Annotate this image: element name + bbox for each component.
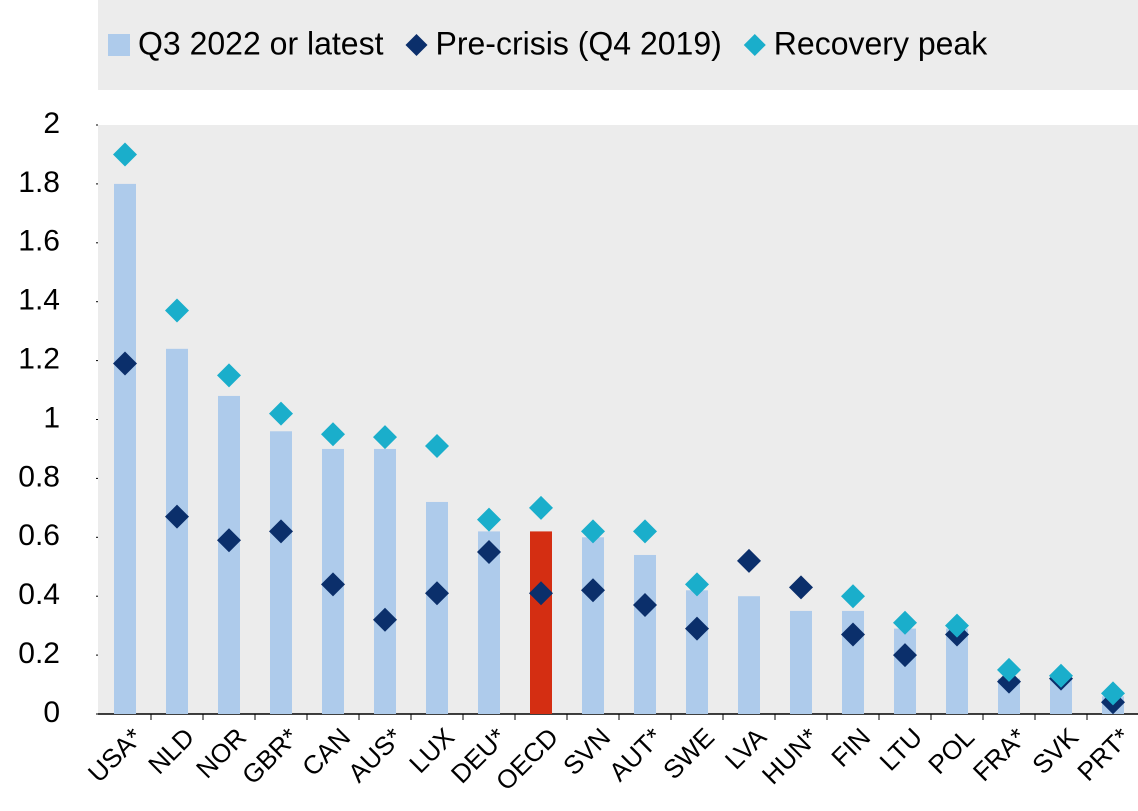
diamond-marker [165, 298, 189, 323]
x-tick-label: AUT* [603, 722, 668, 787]
bar [1050, 678, 1072, 714]
legend-swatch [743, 34, 766, 56]
y-tick-label: 0.6 [18, 519, 60, 552]
diamond-marker [425, 581, 449, 606]
x-tick-label: NLD [142, 722, 200, 780]
diamond-marker [737, 548, 761, 573]
bar [114, 183, 136, 714]
plot-background [98, 125, 1138, 714]
x-tick-label: FRA* [967, 722, 1032, 787]
bar [894, 628, 916, 714]
diamond-marker [893, 643, 917, 668]
bar [218, 395, 240, 714]
diamond-marker [633, 593, 657, 618]
bar [946, 628, 968, 714]
legend-label: Pre-crisis (Q4 2019) [435, 25, 721, 61]
diamond-marker [633, 519, 657, 544]
diamond-marker [841, 622, 865, 647]
diamond-marker [165, 504, 189, 529]
bar [790, 610, 812, 714]
diamond-marker [529, 581, 553, 606]
y-tick-label: 0.8 [18, 460, 60, 493]
bar [478, 531, 500, 714]
diamond-marker [425, 434, 449, 459]
diamond-marker [321, 422, 345, 447]
diamond-marker [269, 401, 293, 426]
bar [582, 537, 604, 714]
diamond-marker [477, 507, 501, 532]
bar [374, 448, 396, 714]
diamond-marker [581, 578, 605, 603]
diamond-marker [321, 572, 345, 597]
y-tick-label: 2 [43, 107, 60, 140]
x-tick-label: AUS* [342, 722, 408, 788]
diamond-marker [373, 607, 397, 632]
diamond-marker [581, 519, 605, 544]
diamond-marker [841, 584, 865, 609]
y-tick-label: 1 [43, 401, 60, 434]
legend-swatch [405, 34, 428, 56]
x-tick-label: PRT* [1071, 722, 1136, 787]
bar [426, 501, 448, 714]
diamond-marker [113, 142, 137, 167]
diamond-marker [113, 351, 137, 376]
bar [270, 431, 292, 714]
x-tick-label: HUN* [756, 722, 824, 790]
bar [634, 554, 656, 714]
legend-label: Q3 2022 or latest [138, 25, 384, 61]
y-tick-label: 1.6 [18, 225, 60, 258]
diamond-marker [685, 616, 709, 641]
legend-label: Recovery peak [774, 25, 988, 61]
bar [530, 531, 552, 714]
diamond-marker [997, 657, 1021, 682]
y-tick-label: 0.2 [18, 637, 60, 670]
x-tick-label: USA* [82, 722, 148, 788]
diamond-marker [217, 528, 241, 553]
bar [686, 590, 708, 714]
diamond-marker [529, 495, 553, 520]
diamond-marker [789, 575, 813, 600]
bar [738, 596, 760, 714]
diamond-marker [1101, 681, 1125, 706]
x-tick-label: SVN [557, 722, 616, 781]
bar [166, 348, 188, 714]
y-tick-label: 1.2 [18, 343, 60, 376]
diamond-marker [893, 610, 917, 635]
y-tick-label: 0 [43, 696, 60, 729]
diamond-marker [477, 540, 501, 565]
x-tick-label: GBR* [236, 722, 304, 790]
diamond-marker [217, 363, 241, 388]
x-tick-label: FIN [825, 722, 876, 773]
diamond-marker [373, 425, 397, 450]
y-tick-label: 0.4 [18, 578, 60, 611]
diamond-marker [269, 519, 293, 544]
legend-swatch [108, 34, 130, 56]
x-tick-label: SWE [657, 722, 720, 785]
legend-background [98, 0, 1138, 90]
y-tick-label: 1.4 [18, 284, 60, 317]
y-tick-label: 1.8 [18, 166, 60, 199]
diamond-marker [1049, 663, 1073, 688]
x-tick-label: LTU [874, 722, 929, 777]
diamond-marker [945, 613, 969, 638]
diamond-marker [685, 572, 709, 597]
